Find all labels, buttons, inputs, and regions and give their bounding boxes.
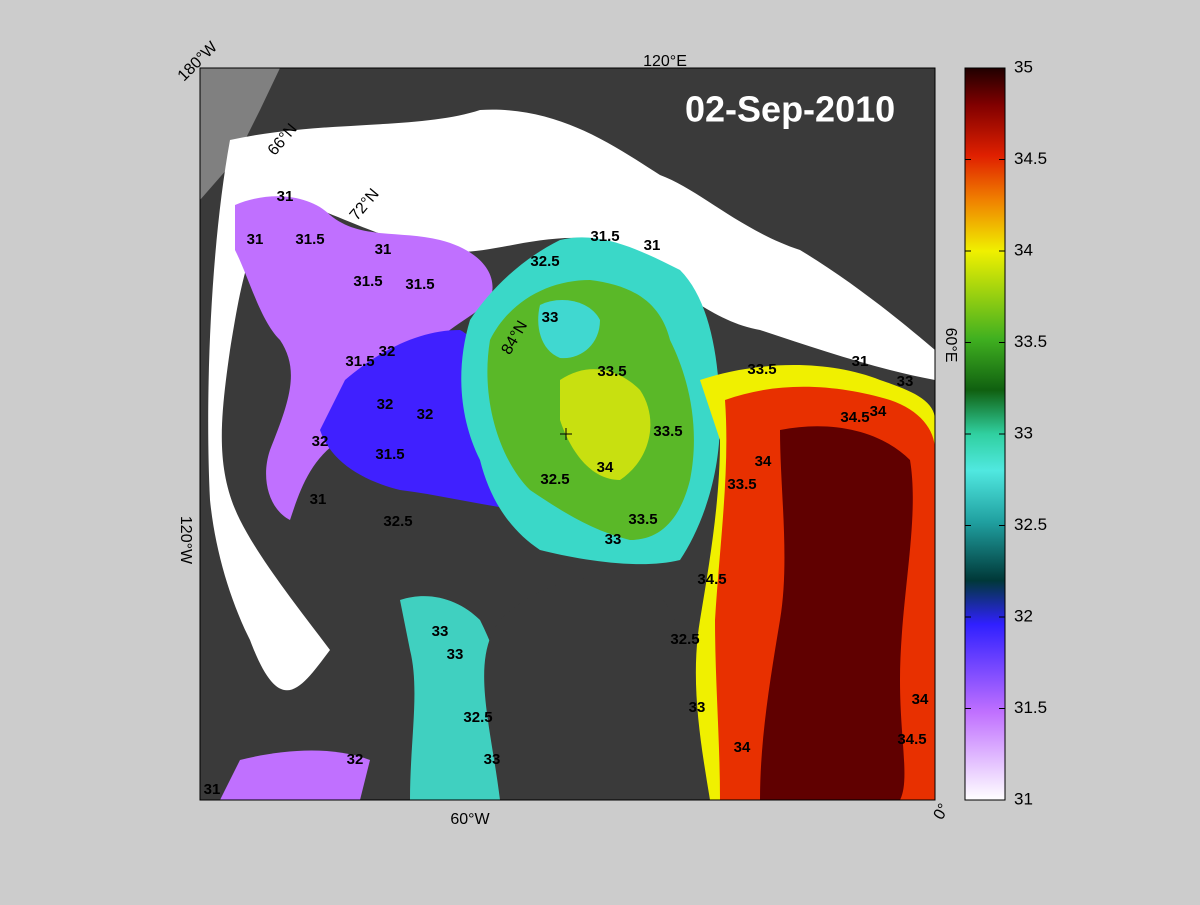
map-area bbox=[200, 68, 935, 800]
contour-label: 34 bbox=[597, 459, 614, 476]
contour-label: 33.5 bbox=[747, 361, 776, 378]
contour-label: 33.5 bbox=[628, 511, 657, 528]
contour-label: 34.5 bbox=[697, 571, 726, 588]
contour-label: 32.5 bbox=[670, 631, 699, 648]
contour-label: 34.5 bbox=[897, 731, 926, 748]
colorbar-tick-label: 32.5 bbox=[1014, 515, 1047, 534]
colorbar-tick-label: 31.5 bbox=[1014, 698, 1047, 717]
contour-label: 31 bbox=[277, 188, 294, 205]
fresh-water bbox=[220, 750, 370, 800]
longitude-label: 120°E bbox=[643, 53, 687, 70]
contour-label: 31.5 bbox=[590, 228, 619, 245]
cyan-patch bbox=[538, 300, 600, 359]
contour-label: 31.5 bbox=[405, 276, 434, 293]
longitude-label: 120°W bbox=[177, 516, 194, 565]
date-label: 02-Sep-2010 bbox=[685, 89, 895, 130]
contour-label: 31.5 bbox=[353, 273, 382, 290]
longitude-label: 60°E bbox=[942, 328, 959, 363]
contour-label: 32 bbox=[347, 751, 364, 768]
contour-label: 32.5 bbox=[463, 709, 492, 726]
colorbar-tick-label: 34 bbox=[1014, 240, 1033, 259]
sea-ice bbox=[208, 109, 935, 691]
contour-label: 31 bbox=[204, 781, 221, 798]
contour-label: 34 bbox=[912, 691, 929, 708]
contour-label: 32 bbox=[312, 433, 329, 450]
contour-label: 33 bbox=[447, 646, 464, 663]
contour-label: 33 bbox=[542, 309, 559, 326]
contour-label: 33 bbox=[897, 373, 914, 390]
contour-label: 34 bbox=[755, 453, 772, 470]
contour-label: 33 bbox=[432, 623, 449, 640]
colorbar-tick-label: 32 bbox=[1014, 606, 1033, 625]
contour-label: 33.5 bbox=[653, 423, 682, 440]
colorbar-tick-label: 34.5 bbox=[1014, 149, 1047, 168]
contour-label: 34 bbox=[734, 739, 751, 756]
contour-label: 31 bbox=[310, 491, 327, 508]
colorbar-tick-label: 31 bbox=[1014, 789, 1033, 808]
contour-labels: 31 31.5 31 31 31.5 31.5 31.5 31 32.5 33 33.5 33.5 34… bbox=[204, 188, 929, 798]
contour-label: 32.5 bbox=[540, 471, 569, 488]
colorbar-tick-label: 35 bbox=[1014, 57, 1033, 76]
contour-label: 32.5 bbox=[530, 253, 559, 270]
greenland bbox=[484, 576, 695, 800]
contour-label: 33 bbox=[484, 751, 501, 768]
contour-label: 31 bbox=[247, 231, 264, 248]
contour-label: 31 bbox=[644, 237, 661, 254]
colorbar-tick-label: 33 bbox=[1014, 423, 1033, 442]
contour-label: 32 bbox=[379, 343, 396, 360]
contour-label: 32 bbox=[417, 406, 434, 423]
contour-label: 32.5 bbox=[383, 513, 412, 530]
longitude-label: 0° bbox=[931, 801, 953, 823]
yellow-zone bbox=[560, 369, 651, 480]
contour-label: 33.5 bbox=[727, 476, 756, 493]
contour-label: 31.5 bbox=[375, 446, 404, 463]
longitude-label: 60°W bbox=[450, 811, 490, 828]
colorbar-ticks: 31 31.5 32 32.5 33 33.5 34 34.5 35 bbox=[965, 57, 1047, 808]
colorbar-tick-label: 33.5 bbox=[1014, 332, 1047, 351]
contour-label: 31 bbox=[375, 241, 392, 258]
contour-label: 31.5 bbox=[345, 353, 374, 370]
contour-label: 34 bbox=[870, 403, 887, 420]
contour-label: 33 bbox=[689, 699, 706, 716]
contour-label: 34.5 bbox=[840, 409, 869, 426]
contour-label: 32 bbox=[377, 396, 394, 413]
fresh-water bbox=[235, 196, 493, 521]
contour-label: 33.5 bbox=[597, 363, 626, 380]
map-frame bbox=[199, 67, 936, 801]
contour-label: 31.5 bbox=[295, 231, 324, 248]
high-salinity bbox=[760, 426, 913, 800]
contour-label: 31 bbox=[852, 353, 869, 370]
outside-grid bbox=[200, 68, 280, 200]
contour-label: 33 bbox=[605, 531, 622, 548]
